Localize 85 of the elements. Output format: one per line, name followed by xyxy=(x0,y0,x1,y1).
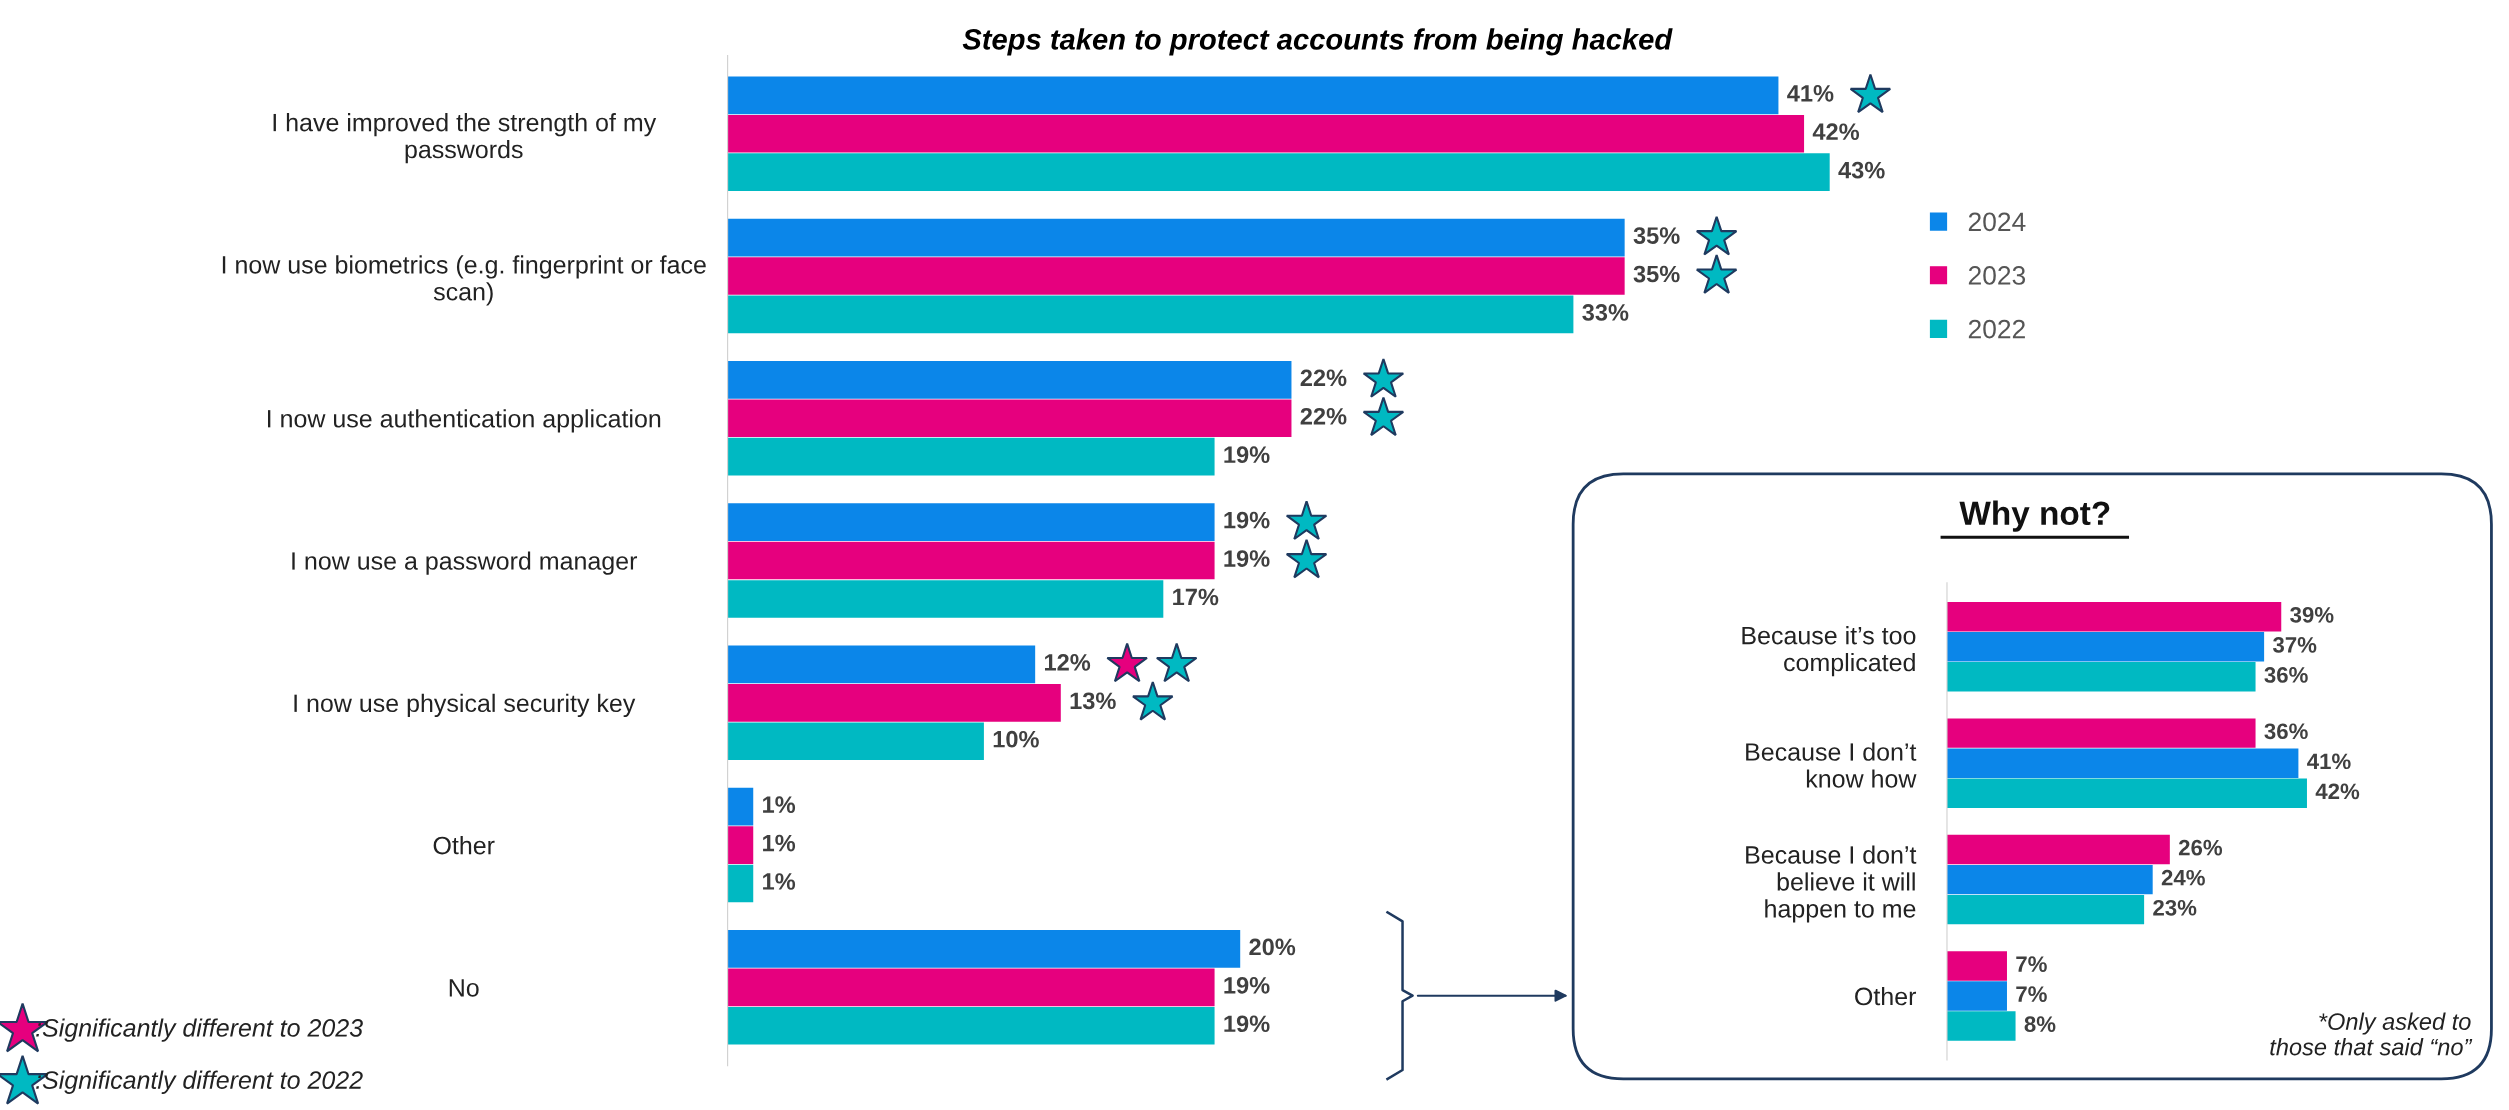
data-label: 1% xyxy=(763,834,796,852)
data-label: 35% xyxy=(1633,227,1680,244)
bar xyxy=(727,684,1061,722)
data-label: 43% xyxy=(1838,161,1885,179)
y-tick-label: Other xyxy=(1855,986,1917,1006)
data-label: 1% xyxy=(763,873,796,890)
bar xyxy=(727,1006,1215,1045)
data-label: 26% xyxy=(2178,839,2223,856)
y-tick-label: Because it’s too complicated xyxy=(1742,626,1916,677)
bar xyxy=(1946,951,2007,981)
data-label: 19% xyxy=(1224,976,1270,994)
data-label: 8% xyxy=(2024,1016,2056,1033)
y-tick-label: No xyxy=(449,979,479,997)
y-tick-label: I now use a password manager xyxy=(292,551,638,575)
y-tick-label: I now use authentication application xyxy=(267,409,661,433)
bar xyxy=(727,580,1164,618)
bar xyxy=(727,153,1830,191)
data-label: 22% xyxy=(1300,407,1347,425)
y-tick-label: I now use biometrics (e.g. fingerprint or face scan) xyxy=(222,255,706,306)
data-label: 17% xyxy=(1173,588,1219,606)
bar xyxy=(1946,778,2307,808)
bar xyxy=(727,645,1036,684)
legend-label: 2023 xyxy=(1968,266,2026,285)
bar xyxy=(727,541,1215,580)
bar xyxy=(1946,834,2170,865)
legend-label: 2022 xyxy=(1968,319,2025,339)
bar xyxy=(727,503,1215,541)
bar xyxy=(1946,1011,2016,1041)
bar xyxy=(1946,662,2256,692)
data-label: 35% xyxy=(1633,265,1680,283)
bar xyxy=(1946,748,2299,778)
data-label: 19% xyxy=(1224,1015,1270,1033)
data-label: 7% xyxy=(2016,986,2047,1002)
annotation: *Only asked to those that said “no” xyxy=(2270,1012,2473,1056)
data-label: 39% xyxy=(2290,606,2334,623)
data-label: 10% xyxy=(993,730,1039,748)
data-label: 23% xyxy=(2153,899,2197,916)
bar xyxy=(727,218,1625,257)
data-label: 36% xyxy=(2264,667,2308,683)
data-label: 20% xyxy=(1249,938,1296,956)
y-tick-label: Other xyxy=(433,836,495,855)
bar xyxy=(727,826,754,864)
data-label: 19% xyxy=(1224,511,1270,529)
bar xyxy=(727,437,1215,476)
data-label: 42% xyxy=(2315,783,2360,800)
data-label: 1% xyxy=(763,796,796,813)
bar xyxy=(1946,981,2007,1011)
data-label: 33% xyxy=(1582,304,1629,321)
data-label: 19% xyxy=(1224,446,1270,464)
data-label: 12% xyxy=(1044,654,1091,671)
bar xyxy=(727,930,1241,968)
data-label: 19% xyxy=(1224,550,1270,567)
bar xyxy=(727,76,1779,115)
data-label: 37% xyxy=(2272,637,2317,653)
bar xyxy=(727,968,1215,1007)
data-label: 24% xyxy=(2161,869,2205,886)
bar xyxy=(727,864,754,903)
chart-title: Steps taken to protect accounts from being hacked xyxy=(962,28,1673,56)
bar xyxy=(1946,632,2265,662)
data-label: 36% xyxy=(2264,723,2308,740)
bar xyxy=(727,361,1292,399)
text: :Significantly different to 2022 xyxy=(36,1070,363,1094)
text: :Significantly different to 2023 xyxy=(36,1018,363,1042)
bar xyxy=(727,295,1574,334)
chart-title: Why not? xyxy=(1959,500,2110,532)
data-label: 13% xyxy=(1070,692,1116,710)
bar xyxy=(727,722,984,761)
y-tick-label: Because I don’t believe it will happen to me xyxy=(1746,845,1917,923)
y-tick-label: I have improved the strength of my passwords xyxy=(273,113,657,164)
y-tick-label: Because I don’t know how xyxy=(1746,742,1917,788)
legend-label: 2024 xyxy=(1968,212,2026,232)
data-label: 41% xyxy=(2307,753,2351,770)
bar xyxy=(727,787,754,826)
bar xyxy=(1946,894,2145,925)
bar xyxy=(727,257,1625,295)
bar xyxy=(1946,602,2282,632)
data-label: 42% xyxy=(1812,123,1860,141)
data-label: 7% xyxy=(2016,956,2047,972)
bar xyxy=(727,114,1805,153)
bar xyxy=(1946,718,2256,748)
bar xyxy=(727,399,1292,438)
data-label: 22% xyxy=(1300,369,1347,387)
y-tick-label: I now use physical security key xyxy=(294,693,636,718)
data-label: 41% xyxy=(1787,85,1834,102)
bar xyxy=(1946,864,2153,895)
